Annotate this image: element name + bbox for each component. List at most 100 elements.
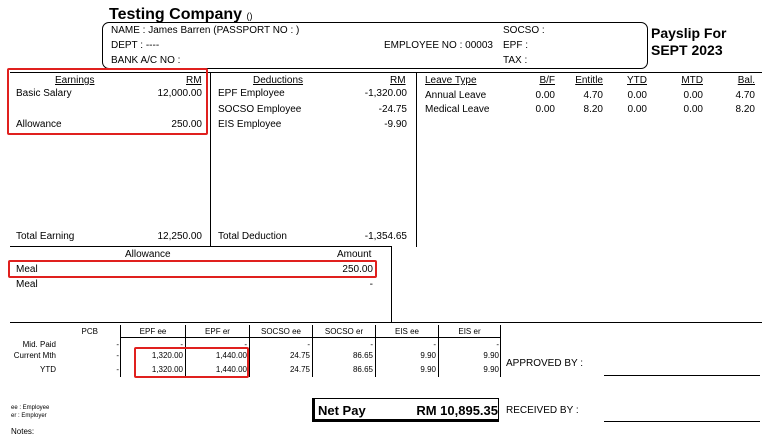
leave-header-mtd: MTD — [681, 75, 703, 86]
allowance-header-amount: Amount — [337, 249, 372, 260]
total-earning-amount: 12,250.00 — [157, 231, 203, 242]
earning-label-allowance: Allowance — [16, 119, 62, 130]
stat-ytd-pcb: - — [116, 365, 119, 374]
leave-row-annual-bal: 4.70 — [735, 90, 755, 101]
employee-name: NAME : James Barren (PASSPORT NO : ) — [111, 25, 300, 36]
leave-row-medical-type: Medical Leave — [425, 104, 490, 115]
notes-label: Notes: — [11, 427, 35, 436]
stat-ytd-eis-er: 9.90 — [483, 365, 499, 374]
deductions-header: Deductions — [253, 75, 304, 86]
stat-header-underline — [120, 337, 500, 338]
earning-label-basic: Basic Salary — [16, 88, 72, 99]
leave-row-medical-bal: 8.20 — [735, 104, 755, 115]
leave-row-annual-mtd: 0.00 — [683, 90, 703, 101]
allowance-divider — [10, 322, 762, 323]
total-deduction-label: Total Deduction — [218, 231, 287, 242]
stat-mid-eis-ee: - — [433, 340, 436, 349]
leave-header-ytd: YTD — [627, 75, 647, 86]
earning-amount-basic: 12,000.00 — [157, 88, 203, 99]
stat-ytd-eis-ee: 9.90 — [420, 365, 436, 374]
received-by-label: RECEIVED BY : — [506, 405, 579, 416]
leave-row-annual-bf: 0.00 — [535, 90, 555, 101]
stat-ytd-epf-ee: 1,320.00 — [151, 365, 183, 374]
stat-ytd-socso-er: 86.65 — [352, 365, 373, 374]
approved-by-signature-line — [604, 375, 760, 376]
highlight-epf-values — [134, 347, 249, 378]
department: DEPT : ---- — [111, 40, 160, 51]
stat-mid-socso-ee: - — [307, 340, 310, 349]
payslip-title-line-1: Payslip For — [651, 25, 727, 41]
stat-col-line-6 — [500, 325, 501, 377]
stat-header-socso-ee: SOCSO ee — [260, 327, 301, 336]
net-pay-box — [312, 398, 499, 422]
stat-col-line-2 — [249, 325, 250, 377]
tax-number: TAX : — [503, 55, 528, 66]
allowance-row-1-amount: 250.00 — [342, 264, 373, 275]
deductions-divider — [416, 72, 417, 247]
leave-header-type: Leave Type — [425, 75, 477, 86]
leave-row-medical-bf: 0.00 — [535, 104, 555, 115]
stat-cur-epf-ee: 1,320.00 — [151, 351, 183, 360]
stat-col-line-0 — [120, 325, 121, 377]
bank-account: BANK A/C NO : — [111, 55, 181, 66]
deduction-label-epf: EPF Employee — [218, 88, 285, 99]
stat-mid-eis-er: - — [496, 340, 499, 349]
stat-col-line-4 — [375, 325, 376, 377]
stat-header-epf-ee: EPF ee — [139, 327, 167, 336]
leave-header-entitle: Entitle — [575, 75, 603, 86]
stat-row-label-ytd: YTD — [40, 365, 56, 374]
highlight-allowance-meal — [8, 260, 377, 278]
employee-info-box — [102, 22, 648, 69]
legend-employee: ee : Employee — [11, 405, 50, 411]
leave-row-medical-entitle: 8.20 — [583, 104, 603, 115]
leave-row-medical-mtd: 0.00 — [683, 104, 703, 115]
stat-row-label-current-mth: Current Mth — [13, 351, 56, 360]
leave-header-bal: Bal. — [737, 75, 755, 86]
deduction-label-eis: EIS Employee — [218, 119, 282, 130]
received-by-signature-line — [604, 421, 760, 422]
earnings-header: Earnings — [55, 75, 95, 86]
payslip-title-line-2: SEPT 2023 — [651, 42, 723, 58]
stat-mid-pcb: - — [116, 340, 119, 349]
legend-employer: er : Employer — [11, 413, 47, 419]
socso-number: SOCSO : — [503, 25, 545, 36]
stat-header-eis-er: EIS er — [458, 327, 481, 336]
deduction-amount-epf: -1,320.00 — [364, 88, 407, 99]
net-pay-amount: RM 10,895.35 — [416, 403, 498, 418]
stat-mid-epf-er: - — [244, 340, 247, 349]
earnings-divider — [210, 72, 211, 247]
deductions-currency: RM — [390, 75, 406, 86]
allowance-right-border — [391, 246, 392, 322]
stat-mid-epf-ee: - — [180, 340, 183, 349]
total-deduction-amount: -1,354.65 — [364, 231, 407, 242]
stat-col-line-5 — [438, 325, 439, 377]
payslip-title: Payslip For SEPT 2023 — [651, 25, 726, 59]
company-name: Testing Company () — [109, 6, 253, 25]
stat-ytd-epf-er: 1,440.00 — [215, 365, 247, 374]
highlight-earnings — [7, 68, 208, 135]
stat-header-eis-ee: EIS ee — [394, 327, 419, 336]
stat-col-line-3 — [312, 325, 313, 377]
allowance-row-2-label: Meal — [16, 279, 38, 290]
deduction-amount-eis: -9.90 — [384, 119, 407, 130]
stat-cur-socso-er: 86.65 — [352, 351, 373, 360]
net-pay-label: Net Pay — [318, 403, 366, 418]
total-earning-label: Total Earning — [16, 231, 75, 242]
stat-mid-socso-er: - — [370, 340, 373, 349]
deduction-label-socso: SOCSO Employee — [218, 104, 302, 115]
stat-cur-epf-er: 1,440.00 — [215, 351, 247, 360]
stat-ytd-socso-ee: 24.75 — [289, 365, 310, 374]
epf-number: EPF : — [503, 40, 529, 51]
earning-amount-allowance: 250.00 — [171, 119, 202, 130]
stat-header-pcb: PCB — [81, 327, 98, 336]
stat-cur-socso-ee: 24.75 — [289, 351, 310, 360]
deduction-amount-socso: -24.75 — [378, 104, 407, 115]
company-suffix: () — [246, 11, 253, 21]
employee-number: EMPLOYEE NO : 00003 — [384, 40, 493, 51]
leave-row-medical-ytd: 0.00 — [627, 104, 647, 115]
company-name-text: Testing Company — [109, 6, 243, 23]
stat-cur-pcb: - — [116, 351, 119, 360]
leave-row-annual-ytd: 0.00 — [627, 90, 647, 101]
stat-header-epf-er: EPF er — [205, 327, 230, 336]
leave-row-annual-entitle: 4.70 — [583, 90, 603, 101]
